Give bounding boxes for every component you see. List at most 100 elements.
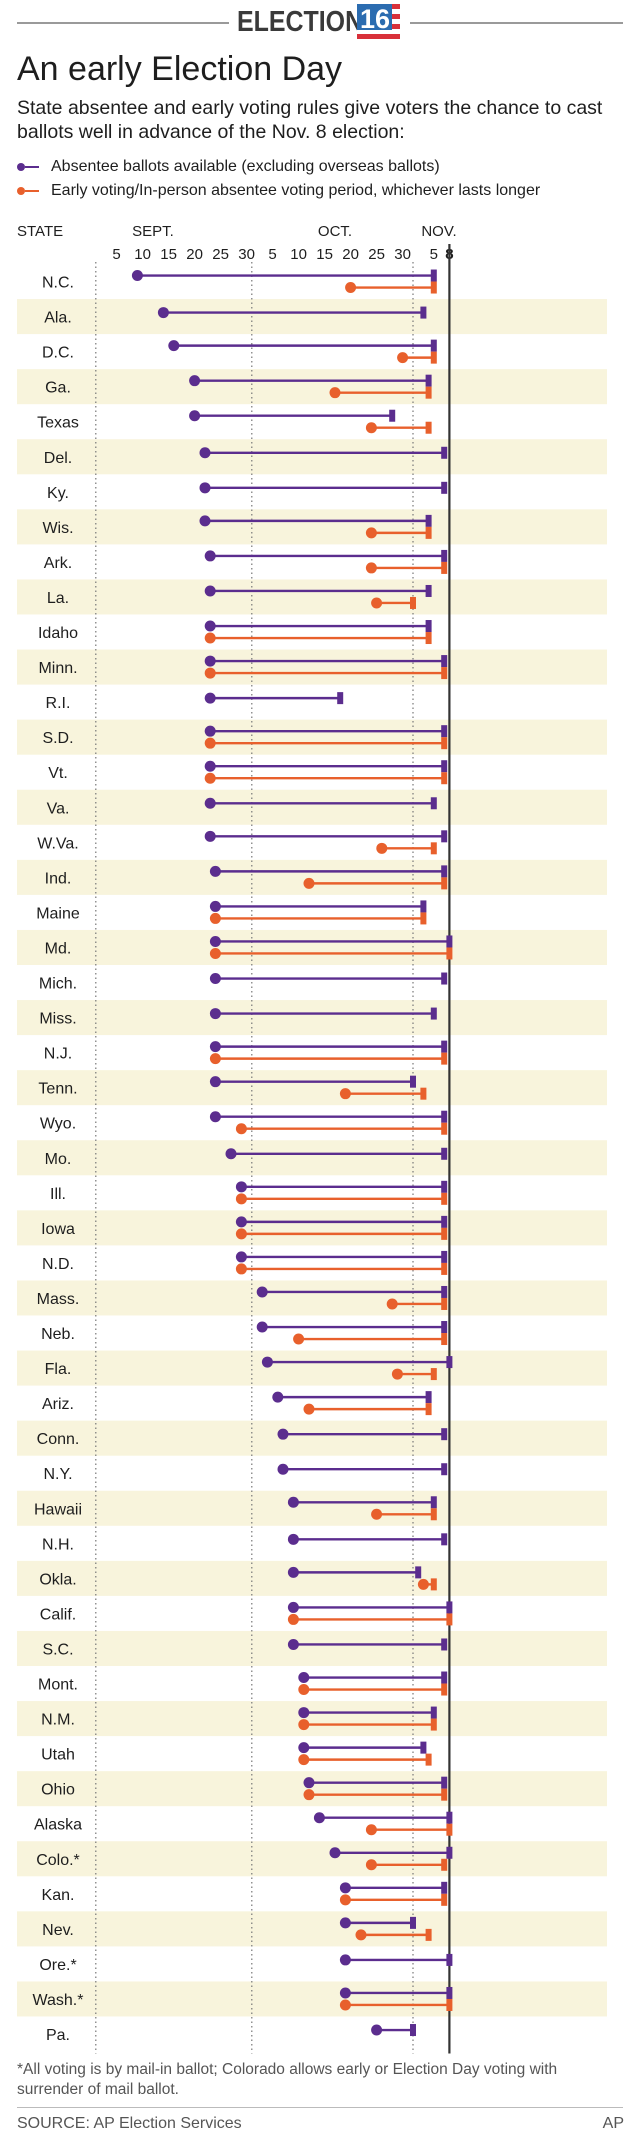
state-label: Ind.	[45, 870, 72, 887]
state-label: Vt.	[48, 765, 68, 782]
early-voting-bar-end-cap	[430, 1368, 437, 1381]
absentee-bar-end-cap	[441, 1250, 448, 1263]
absentee-bar-start-dot	[339, 1954, 351, 1966]
header-rule-right	[410, 22, 623, 24]
early-voting-bar-end-cap	[425, 1928, 432, 1941]
row-band	[17, 439, 607, 475]
state-label: Okla.	[39, 1571, 76, 1588]
date-tick-label: 5	[112, 246, 120, 263]
absentee-bar-end-cap	[441, 725, 448, 738]
absentee-bar-end-cap	[441, 1671, 448, 1684]
early-voting-bar-start-dot	[235, 1263, 247, 1275]
absentee-bar-end-cap	[410, 1916, 416, 1929]
absentee-bar-end-cap	[441, 1463, 448, 1476]
early-voting-bar-start-dot	[303, 1789, 315, 1801]
legend-absentee: Absentee ballots available (excluding ov…	[17, 158, 440, 176]
row-band	[17, 1911, 607, 1947]
early-voting-bar-end-cap	[446, 1613, 453, 1626]
row-band	[17, 1350, 607, 1386]
date-tick-label: 30	[238, 246, 255, 263]
state-label: Ga.	[45, 380, 71, 397]
source-line: SOURCE: AP Election Services	[17, 2115, 242, 2132]
row-band	[17, 509, 607, 545]
absentee-bar-start-dot	[199, 447, 211, 459]
early-voting-bar-start-dot	[329, 387, 341, 399]
early-voting-bar-start-dot	[298, 1754, 310, 1766]
date-tick-label: 25	[368, 246, 385, 263]
state-label: Maine	[36, 905, 80, 922]
absentee-bar-start-dot	[204, 797, 216, 809]
absentee-bar-start-dot	[168, 340, 180, 352]
state-label: S.C.	[42, 1641, 73, 1658]
early-voting-bar-start-dot	[391, 1368, 403, 1380]
absentee-bar-start-dot	[339, 1987, 351, 1999]
absentee-bar-end-cap	[446, 1356, 453, 1369]
absentee-bar-start-dot	[235, 1181, 247, 1193]
early-voting-bar-end-cap	[446, 1998, 453, 2011]
absentee-bar-start-dot	[277, 1463, 289, 1475]
absentee-bar-end-cap	[389, 409, 396, 422]
absentee-bar-start-dot	[209, 1041, 221, 1053]
early-voting-bar-end-cap	[446, 1823, 453, 1836]
absentee-bar-start-dot	[204, 692, 216, 704]
state-label: Iowa	[41, 1221, 75, 1238]
absentee-bar-start-dot	[303, 1777, 315, 1789]
absentee-bar-start-dot	[204, 620, 216, 632]
early-voting-bar-start-dot	[298, 1684, 310, 1696]
voting-timeline-chart: SEPT. OCT. NOV. STATE 5 10 15 20 25 30 5 10 15 20 25 30…	[17, 223, 607, 2054]
early-voting-bar-end-cap	[425, 421, 432, 434]
early-voting-bar-start-dot	[293, 1333, 305, 1345]
absentee-bar-end-cap	[425, 620, 432, 633]
absentee-bar-start-dot	[209, 935, 221, 947]
state-column-header: STATE	[17, 223, 63, 240]
early-voting-bar-start-dot	[339, 1894, 351, 1906]
early-voting-bar-end-cap	[410, 596, 416, 609]
absentee-bar-start-dot	[204, 585, 216, 597]
state-label: N.D.	[42, 1256, 74, 1273]
early-voting-bar-end-cap	[430, 1578, 437, 1591]
early-voting-bar-end-cap	[441, 1683, 448, 1696]
state-label: Minn.	[38, 660, 77, 677]
absentee-bar-end-cap	[441, 1215, 448, 1228]
early-voting-bar-start-dot	[371, 1508, 383, 1520]
absentee-bar-start-dot	[287, 1533, 299, 1545]
absentee-bar-start-dot	[209, 1076, 221, 1088]
absentee-bar-end-cap	[441, 1180, 448, 1193]
state-label: Mont.	[38, 1677, 78, 1694]
early-voting-bar-end-cap	[441, 1122, 448, 1135]
absentee-bar-end-cap	[410, 2024, 416, 2037]
absentee-bar-end-cap	[430, 797, 437, 810]
absentee-bar-end-cap	[410, 1075, 416, 1088]
state-label: N.H.	[42, 1536, 74, 1553]
absentee-bar-start-dot	[199, 515, 211, 527]
absentee-bar-end-cap	[441, 1428, 448, 1441]
date-tick-label: 20	[186, 246, 203, 263]
row-band	[17, 1841, 607, 1877]
absentee-bar-end-cap	[441, 972, 448, 985]
row-band	[17, 649, 607, 685]
legend-absentee-label: Absentee ballots available (excluding ov…	[51, 158, 440, 175]
state-label: Texas	[37, 415, 79, 432]
early-voting-bar-end-cap	[425, 526, 432, 539]
early-voting-bar-start-dot	[204, 737, 216, 749]
early-voting-bar-end-cap	[441, 1262, 448, 1275]
absentee-bar-start-dot	[298, 1672, 310, 1684]
early-voting-bar-end-cap	[430, 351, 437, 364]
legend-early-swatch	[17, 185, 39, 197]
state-label: S.D.	[42, 730, 73, 747]
absentee-bar-start-dot	[261, 1356, 273, 1368]
row-band	[17, 1490, 607, 1526]
absentee-bar-start-dot	[209, 865, 221, 877]
state-label: Ala.	[44, 310, 72, 327]
state-label: Nev.	[42, 1922, 74, 1939]
date-tick-label: 20	[342, 246, 359, 263]
absentee-bar-end-cap	[441, 1147, 448, 1160]
absentee-bar-end-cap	[415, 1566, 422, 1579]
state-label: Mass.	[37, 1291, 80, 1308]
absentee-bar-start-dot	[225, 1148, 237, 1160]
row-band	[17, 1210, 607, 1246]
early-voting-bar-start-dot	[235, 1123, 247, 1135]
absentee-bar-end-cap	[446, 1986, 453, 1999]
date-tick-label: 30	[394, 246, 411, 263]
early-voting-bar-start-dot	[235, 1228, 247, 1240]
